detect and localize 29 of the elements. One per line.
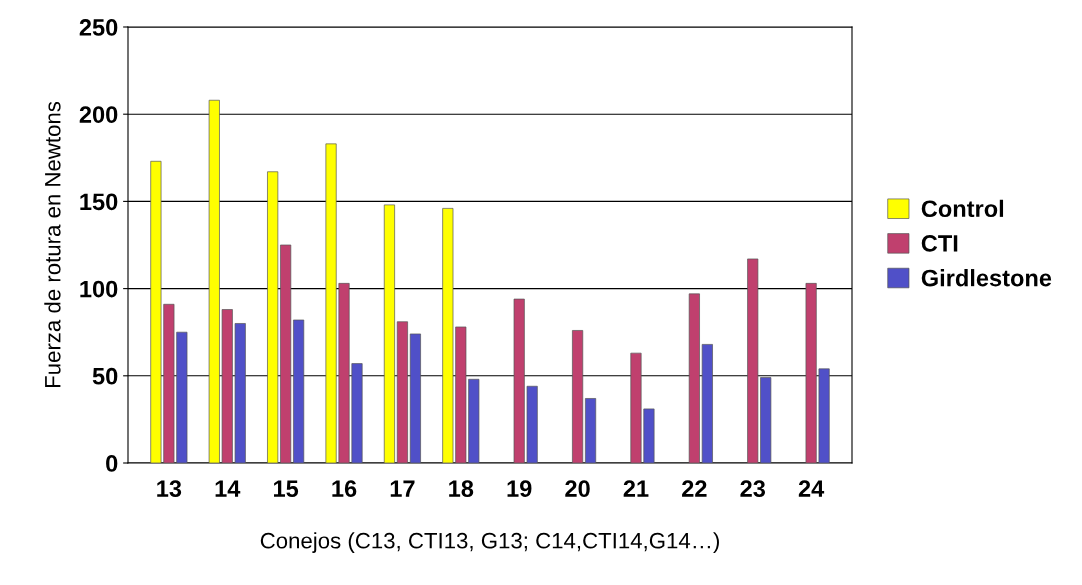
legend-label: Girdlestone bbox=[921, 269, 1052, 287]
legend-label: Control bbox=[921, 199, 1004, 218]
x-axis-title: Conejos (C13, CTI13, G13; C14,CTI14,G14…) bbox=[260, 532, 719, 553]
x-tick-label: 20 bbox=[565, 480, 590, 498]
x-tick-label: 16 bbox=[332, 480, 357, 498]
y-tick-label: 250 bbox=[79, 19, 118, 36]
bar bbox=[293, 319, 305, 463]
x-tick-label: 22 bbox=[682, 480, 707, 497]
bar bbox=[585, 398, 597, 463]
x-tick-label: 13 bbox=[157, 480, 182, 498]
bar bbox=[396, 321, 408, 463]
x-tick-label: 21 bbox=[623, 480, 649, 497]
bar bbox=[383, 204, 395, 463]
y-tick-label: 150 bbox=[80, 193, 118, 211]
x-tick-label: 23 bbox=[740, 480, 766, 498]
x-tick-label: 24 bbox=[798, 480, 825, 497]
y-tick-label: 50 bbox=[92, 367, 118, 385]
y-tick-label: 0 bbox=[106, 455, 118, 472]
legend-label: CTI bbox=[921, 235, 958, 252]
y-tick-label: 200 bbox=[79, 106, 118, 123]
x-tick-label: 19 bbox=[507, 480, 532, 498]
x-tick-label: 18 bbox=[449, 480, 474, 498]
bar bbox=[409, 333, 421, 463]
x-tick-label: 15 bbox=[274, 480, 299, 498]
y-axis-title: Fuerza de rotura en Newtons bbox=[44, 101, 61, 388]
y-tick-label: 100 bbox=[80, 280, 118, 298]
bar bbox=[572, 330, 584, 463]
x-tick-label: 14 bbox=[215, 480, 241, 497]
x-tick-label: 17 bbox=[390, 480, 415, 497]
